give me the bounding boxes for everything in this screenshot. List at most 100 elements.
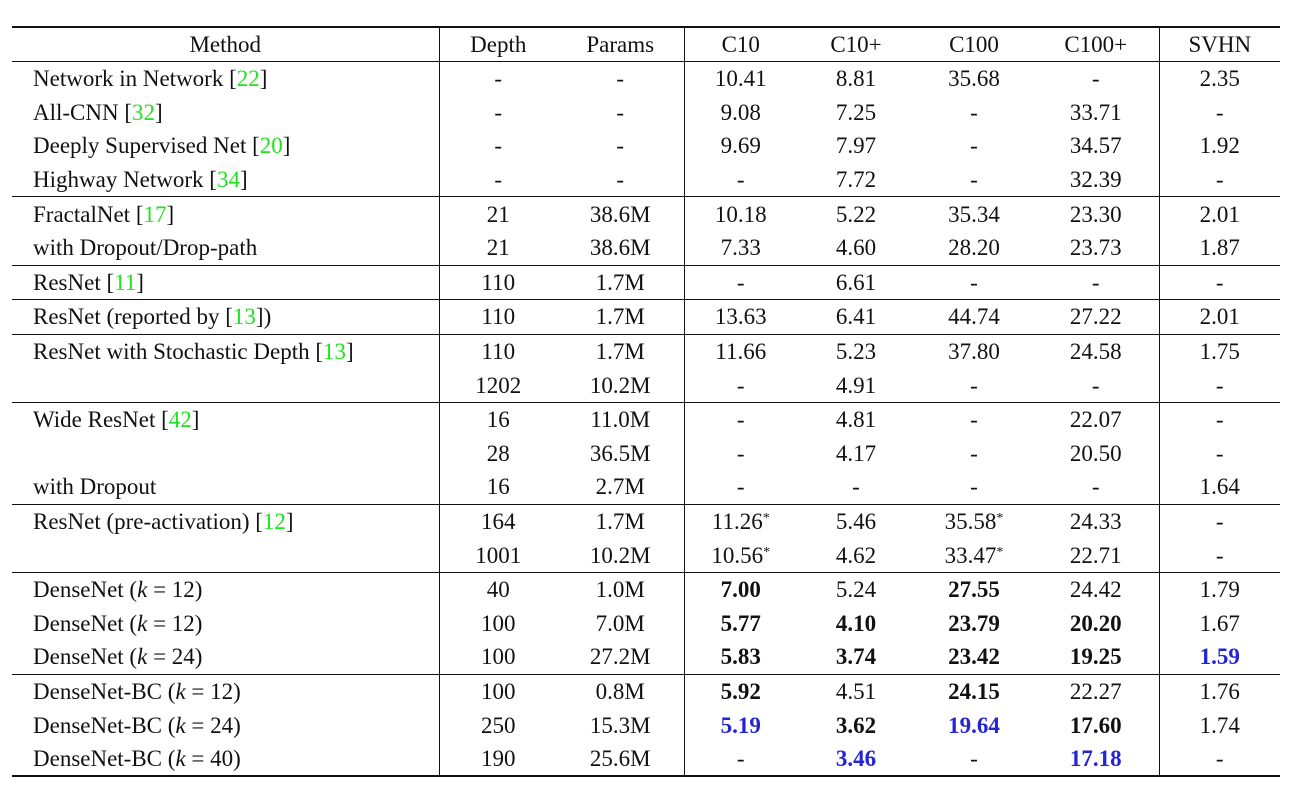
params-cell: 38.6M [557,197,684,231]
params-cell: - [557,163,684,197]
c10-plus-cell: 4.17 [797,437,915,471]
params-cell-value: 10.2M [589,372,651,398]
params-cell: 11.0M [557,402,684,436]
method-cell: Network in Network [22] [12,62,439,96]
c100-plus-cell: 23.73 [1033,231,1159,265]
svhn-cell: - [1158,402,1280,437]
c10-cell-value: - [736,407,745,433]
method-cell: Wide ResNet [42] [12,402,439,436]
c100-plus-cell: 24.33 [1033,504,1159,538]
c10-plus-cell-value: 5.24 [835,577,877,603]
method-name: with Dropout/Drop-path [33,235,258,261]
depth-cell-value: 250 [481,712,516,738]
c100-plus-cell: 32.39 [1033,163,1159,197]
c10-cell: 5.19 [683,708,797,742]
c100-plus-cell: 23.30 [1033,197,1159,231]
depth-cell: - [438,162,557,197]
method-name-suffix: = 24) [147,644,203,670]
citation-link[interactable]: 13 [323,339,347,365]
method-cell: ResNet (reported by [13]) [12,300,439,335]
c100-cell: - [915,470,1033,504]
depth-cell-value: 100 [481,678,516,704]
c10-cell-value: 9.08 [720,99,761,125]
method-name: Wide ResNet [ [33,407,169,433]
c10-cell-value: - [736,746,745,772]
svhn-cell-value: - [1215,167,1224,193]
depth-cell-value: - [494,133,503,159]
c100-plus-cell-value: - [1091,269,1100,295]
citation-link[interactable]: 11 [114,269,137,295]
c10-plus-cell: 5.24 [797,572,915,606]
citation-link[interactable]: 17 [143,201,167,227]
table-row: DenseNet-BC (k = 24) 250 15.3M 5.19 3.62 19.6… [12,708,1280,742]
c10-cell-value: 9.69 [720,133,761,159]
header-c10: C10 [683,27,797,62]
table-group: ResNet (pre-activation) [12] 164 1.7M 11.26… [12,504,1280,573]
svhn-cell-value: 1.87 [1199,235,1240,261]
params-cell-value: 1.7M [595,509,645,535]
citation-link[interactable]: 20 [259,133,283,159]
params-cell-value: 1.0M [595,577,645,603]
c10-cell: 5.83 [683,640,797,675]
params-cell: 2.7M [557,470,684,504]
depth-cell: 1202 [438,368,557,403]
svhn-cell: - [1158,368,1280,403]
c100-plus-cell: 24.58 [1033,334,1159,368]
c10-cell: - [683,436,797,471]
c100-cell: 23.42 [915,640,1033,674]
svhn-cell: 2.01 [1158,196,1280,231]
c10-plus-cell: 4.62 [797,538,915,572]
c10-cell-value: - [736,474,745,500]
c100-plus-cell: 20.50 [1033,437,1159,471]
depth-cell: 250 [438,708,557,742]
method-name: Deeply Supervised Net [ [33,133,260,159]
method-cell: DenseNet-BC (k = 12) [12,674,439,708]
c100-cell-value: - [970,372,978,398]
c10-plus-cell-value: 7.72 [835,167,877,193]
c100-cell: 19.64 [915,708,1033,742]
citation-link[interactable]: 32 [132,99,156,125]
method-name-suffix: ] [259,66,268,92]
c100-cell-value: 33.47 [944,542,997,568]
svhn-cell: 1.67 [1158,606,1280,641]
table-row: DenseNet-BC (k = 12) 100 0.8M 5.92 4.51 24.15… [12,674,1280,709]
c100-cell-value: 37.80 [948,339,1000,365]
table-row: Deeply Supervised Net [20] - - 9.69 7.97 - 34.… [12,129,1280,163]
method-name: DenseNet ( [33,610,138,636]
c100-cell-value: 27.55 [948,577,1000,603]
depth-cell: 16 [438,470,557,505]
footnote-marker: * [763,544,771,560]
growth-rate-symbol: k [175,746,186,772]
depth-cell: 164 [438,504,557,539]
table-row: DenseNet-BC (k = 40) 190 25.6M - 3.46 - 17.18 - [12,741,1280,777]
c10-cell: - [683,741,797,777]
citation-link[interactable]: 12 [262,509,286,535]
depth-cell: 21 [438,230,557,266]
c10-cell-value: 13.63 [714,304,767,330]
citation-link[interactable]: 42 [168,407,192,433]
c100-cell: - [915,402,1033,436]
svhn-cell-value: 1.76 [1199,678,1240,704]
params-cell: 27.2M [557,640,684,674]
c100-plus-cell: 27.22 [1033,300,1159,335]
params-cell: 15.3M [557,708,684,742]
depth-cell-value: 110 [481,269,516,295]
table-group: DenseNet (k = 12) 40 1.0M 7.00 5.24 27.55 24.4… [12,572,1280,675]
svhn-cell-value: 1.67 [1199,610,1240,636]
header-c10-plus: C10+ [830,32,882,57]
params-cell-value: 11.0M [590,407,651,433]
c100-plus-cell-value: - [1091,66,1100,92]
citation-link[interactable]: 34 [216,167,240,193]
depth-cell: 110 [438,334,557,369]
c100-cell-value: - [970,474,978,500]
params-cell: 1.7M [557,300,684,335]
c100-plus-cell: - [1033,368,1159,402]
depth-cell: 190 [438,741,557,777]
table-group: ResNet [11] 110 1.7M - 6.61 - - - [12,265,1280,300]
citation-link[interactable]: 13 [232,304,256,330]
c10-cell: - [683,162,797,197]
params-cell-value: 38.6M [589,235,651,261]
method-name-suffix: ]) [255,304,272,330]
citation-link[interactable]: 22 [236,66,260,92]
params-cell: 1.7M [557,334,684,368]
